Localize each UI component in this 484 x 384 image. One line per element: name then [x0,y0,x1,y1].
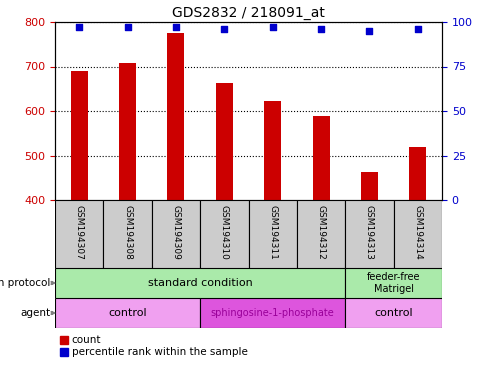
Text: sphingosine-1-phosphate: sphingosine-1-phosphate [211,308,334,318]
Bar [345,200,393,268]
Text: agent: agent [20,308,50,318]
Bar [200,200,248,268]
Bar [55,200,103,268]
Bar [248,200,296,268]
Point [220,26,227,32]
Text: GSM194311: GSM194311 [268,205,277,260]
Text: GSM194313: GSM194313 [364,205,373,260]
Bar [345,298,441,328]
Point [317,26,324,32]
Text: GSM194307: GSM194307 [75,205,84,260]
Bar [103,200,151,268]
Text: GSM194310: GSM194310 [219,205,228,260]
Bar [55,298,200,328]
Bar [167,33,184,200]
Text: GSM194314: GSM194314 [412,205,422,260]
Bar [296,200,345,268]
Bar [345,268,441,298]
Title: GDS2832 / 218091_at: GDS2832 / 218091_at [172,6,324,20]
Text: growth protocol: growth protocol [0,278,50,288]
Point [172,24,180,30]
Point [268,24,276,30]
Text: control: control [108,308,147,318]
Point [413,26,421,32]
Point [123,24,131,30]
Bar [200,298,345,328]
Text: standard condition: standard condition [148,278,252,288]
Text: GSM194312: GSM194312 [316,205,325,260]
Text: GSM194309: GSM194309 [171,205,180,260]
Bar [393,200,441,268]
Bar [215,83,232,200]
Bar [71,71,88,200]
Bar [312,116,329,200]
Legend: count, percentile rank within the sample: count, percentile rank within the sample [60,335,247,357]
Text: control: control [374,308,412,318]
Bar [55,268,345,298]
Bar [119,63,136,200]
Point [75,24,83,30]
Bar [264,101,281,200]
Text: GSM194308: GSM194308 [123,205,132,260]
Point [365,28,373,34]
Bar [360,172,377,200]
Bar [151,200,200,268]
Text: feeder-free
Matrigel: feeder-free Matrigel [366,272,420,294]
Bar [408,147,425,200]
